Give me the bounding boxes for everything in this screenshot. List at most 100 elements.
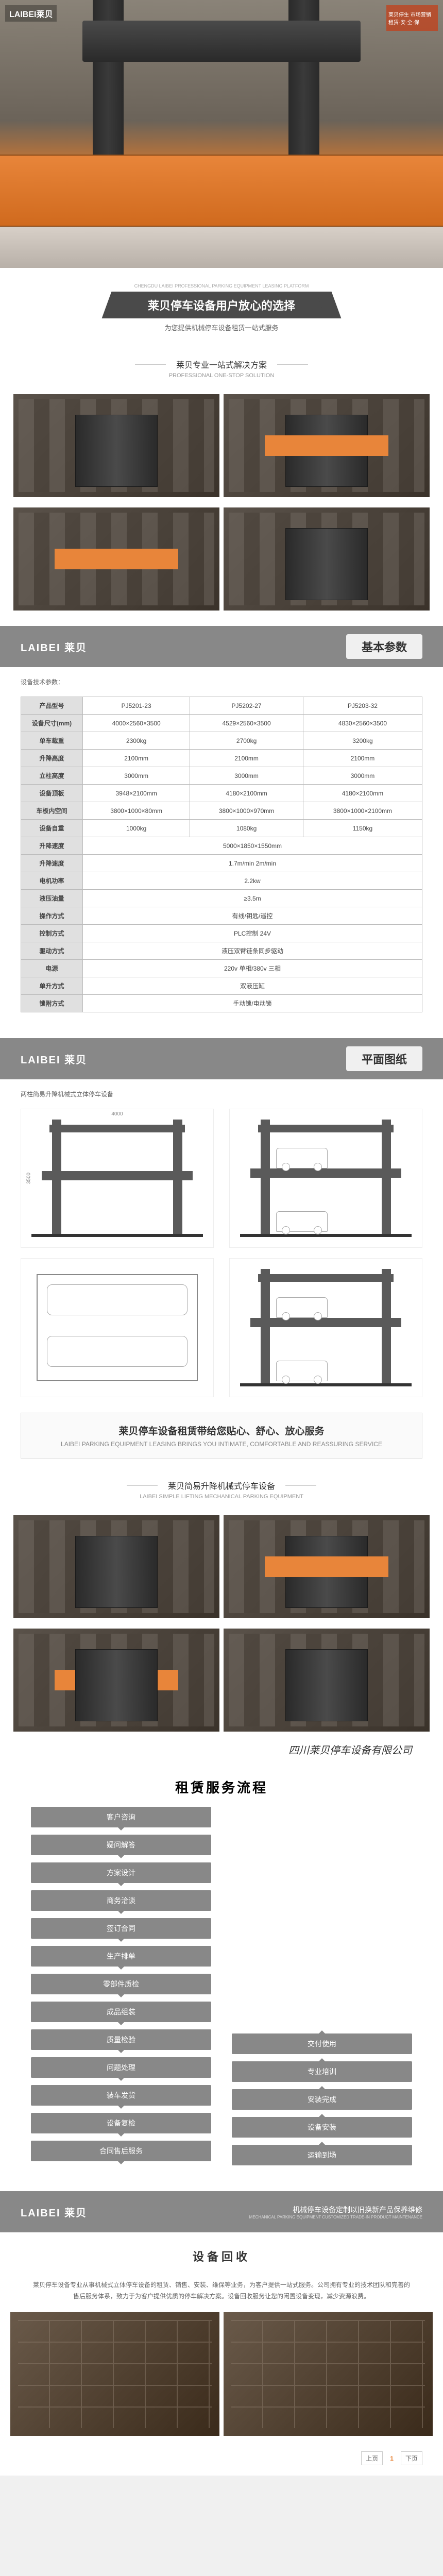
spec-cell: 3948×2100mm — [83, 785, 190, 802]
install-photo-1 — [13, 394, 219, 497]
flow-step: 成品组装 — [31, 2002, 211, 2022]
pager-prev[interactable]: 上页 — [361, 2451, 383, 2465]
recycle-photo-2 — [224, 2312, 433, 2436]
hero-parking-deck — [0, 155, 443, 227]
spec-row: 单升方式双液压缸 — [21, 977, 422, 995]
spec-cell: 2100mm — [190, 750, 303, 767]
spec-cell: 2700kg — [190, 732, 303, 750]
spec-cell: 2100mm — [303, 750, 422, 767]
spec-row: 液压油量≥3.5m — [21, 890, 422, 907]
spec-cell: 1.7m/min 2m/min — [83, 855, 422, 872]
section-header-draw: LAIBEI 莱贝 平面图纸 — [0, 1038, 443, 1079]
recycle-hdr-sub: MECHANICAL PARKING EQUIPMENT CUSTOMIZED … — [249, 2215, 422, 2219]
spec-cell: 3000mm — [303, 767, 422, 785]
company-signature: 四川莱贝停车设备有限公司 — [0, 1737, 443, 1762]
spec-cell: 4529×2560×3500 — [190, 715, 303, 732]
spec-row: 操作方式有线/钥匙/遥控 — [21, 907, 422, 925]
spec-cell: 液压双臂链条同步驱动 — [83, 942, 422, 960]
spec-cell: 4180×2100mm — [303, 785, 422, 802]
solution-title-main: 莱贝专业一站式解决方案 — [135, 358, 308, 370]
service-slogan-sub: LAIBEI PARKING EQUIPMENT LEASING BRINGS … — [31, 1440, 412, 1448]
spec-row-label: 单升方式 — [21, 977, 83, 995]
spec-row-label: 单车载重 — [21, 732, 83, 750]
car-top-1 — [47, 1284, 188, 1315]
flow-step: 质量检验 — [31, 2029, 211, 2050]
spec-cell: 2.2kw — [83, 872, 422, 890]
spec-cell: 1000kg — [83, 820, 190, 837]
car-upper2 — [276, 1297, 328, 1318]
plan-view-drawing — [21, 1258, 214, 1397]
spec-row-label: 设备顶板 — [21, 785, 83, 802]
spec-row: 控制方式PLC控制 24V — [21, 925, 422, 942]
banner-subtitle: 为您提供机械停车设备租赁一站式服务 — [0, 323, 443, 332]
spec-h1: PJ5201-23 — [83, 697, 190, 715]
spec-cell: 1080kg — [190, 820, 303, 837]
spec-row-label: 升降高度 — [21, 750, 83, 767]
spec-cell: 3200kg — [303, 732, 422, 750]
spec-cell: PLC控制 24V — [83, 925, 422, 942]
spec-row: 锁附方式手动锁/电动锁 — [21, 995, 422, 1012]
flow-step: 客户咨询 — [31, 1807, 211, 1827]
spec-cell: 5000×1850×1550mm — [83, 837, 422, 855]
spec-row-label: 设备尺寸(mm) — [21, 715, 83, 732]
spec-cell: 3800×1000×80mm — [83, 802, 190, 820]
case-photo-3 — [13, 1629, 219, 1732]
photo-row-3 — [0, 1510, 443, 1623]
photo-row-4 — [0, 1623, 443, 1737]
car-top-2 — [47, 1336, 188, 1367]
dim-width: 4000 — [111, 1111, 123, 1117]
spec-row: 驱动方式液压双臂链条同步驱动 — [21, 942, 422, 960]
hero-logo-right-l2: 租赁·安·全·保 — [388, 18, 436, 26]
car-lower — [276, 1211, 328, 1232]
spec-h2: PJ5202-27 — [190, 697, 303, 715]
spec-cell: 220v 单相/380v 三相 — [83, 960, 422, 977]
section-title-draw: 平面图纸 — [346, 1046, 422, 1071]
recycle-photo-row — [0, 2307, 443, 2441]
car-lower2 — [276, 1361, 328, 1381]
section-logo-spec: LAIBEI 莱贝 — [21, 639, 87, 654]
flow-step: 设备复检 — [31, 2113, 211, 2133]
spec-row-label: 设备自重 — [21, 820, 83, 837]
service-flow: 客户咨询疑问解答方案设计商务洽谈签订合同生产排单零部件质检成品组装质量检验问题处… — [0, 1807, 443, 2181]
flow-column-right: 交付使用专业培训安装完成设备安装运输到场 — [232, 2033, 412, 2165]
spec-note: 设备技术参数： — [0, 672, 443, 691]
spec-cell: 2100mm — [83, 750, 190, 767]
spec-row: 立柱高度3000mm3000mm3000mm — [21, 767, 422, 785]
spec-h3: PJ5203-32 — [303, 697, 422, 715]
hero-image: 莱贝停车 LAIBEI莱贝 莱贝停生 市场营销 租赁·安·全·保 — [0, 0, 443, 268]
spec-row-label: 液压油量 — [21, 890, 83, 907]
spec-row-label: 立柱高度 — [21, 767, 83, 785]
spec-row-label: 升降速度 — [21, 837, 83, 855]
spec-cell: 双液压缸 — [83, 977, 422, 995]
photo-row-1 — [0, 389, 443, 502]
banner-title: 莱贝停车设备用户放心的选择 — [117, 292, 326, 318]
recycle-photo-1 — [10, 2312, 219, 2436]
detail-drawing — [229, 1258, 422, 1397]
flow-step: 设备安装 — [232, 2117, 412, 2138]
flow-step: 安装完成 — [232, 2089, 412, 2110]
spec-table: 产品型号 PJ5201-23 PJ5202-27 PJ5203-32 设备尺寸(… — [21, 697, 422, 1012]
hero-logo-right: 莱贝停生 市场营销 租赁·安·全·保 — [386, 5, 438, 31]
flow-step: 方案设计 — [31, 1862, 211, 1883]
install-photo-3 — [13, 507, 219, 611]
drawing-row-2 — [0, 1253, 443, 1402]
flow-step: 专业培训 — [232, 2061, 412, 2082]
spec-cell: 3000mm — [190, 767, 303, 785]
recycle-title: 设备回收 — [0, 2248, 443, 2264]
dim-height: 3500 — [26, 1173, 32, 1184]
spec-cell: 有线/钥匙/遥控 — [83, 907, 422, 925]
hero-crossbeam — [82, 21, 361, 62]
spec-cell: 4000×2560×3500 — [83, 715, 190, 732]
spec-cell: 4830×2560×3500 — [303, 715, 422, 732]
spec-row: 电源220v 单相/380v 三相 — [21, 960, 422, 977]
front-elevation-drawing: 4000 3500 — [21, 1109, 214, 1248]
flow-step: 问题处理 — [31, 2057, 211, 2078]
spec-row-label: 车板内空间 — [21, 802, 83, 820]
pager-next[interactable]: 下页 — [401, 2451, 422, 2465]
spec-row-label: 电源 — [21, 960, 83, 977]
drawing-note: 两柱简易升降机械式立体停车设备 — [0, 1084, 443, 1104]
flow-column-left: 客户咨询疑问解答方案设计商务洽谈签订合同生产排单零部件质检成品组装质量检验问题处… — [31, 1807, 211, 2161]
flow-step: 商务洽谈 — [31, 1890, 211, 1911]
service-slogan-main: 莱贝停车设备租赁带给您贴心、舒心、放心服务 — [31, 1423, 412, 1437]
flow-step: 交付使用 — [232, 2033, 412, 2054]
